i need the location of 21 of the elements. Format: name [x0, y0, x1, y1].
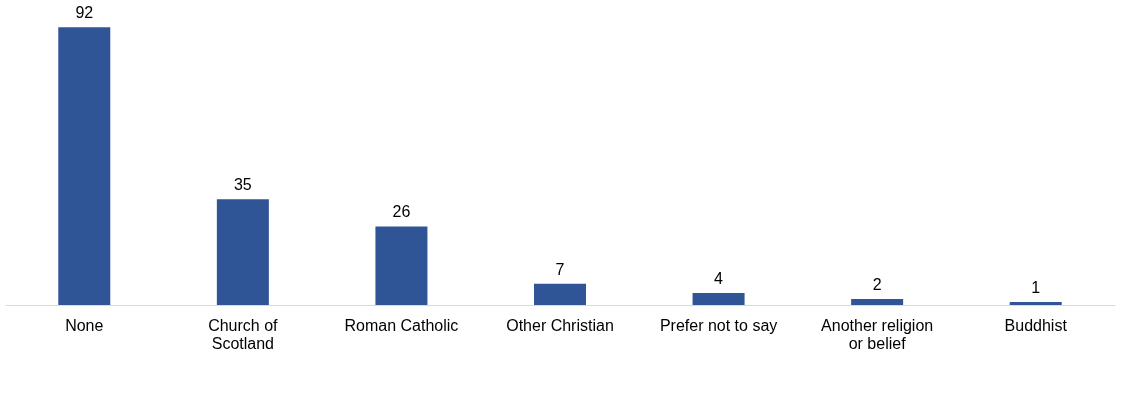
data-label: 35 [233, 176, 252, 194]
data-label: 1 [1031, 278, 1041, 296]
data-label: 2 [872, 275, 882, 293]
bar [1009, 301, 1062, 305]
bar [375, 226, 428, 305]
bar [692, 292, 745, 305]
bar [58, 27, 111, 305]
x-tick-label: Church of Scotland [208, 316, 279, 352]
data-label: 4 [714, 269, 724, 287]
data-label: 92 [75, 4, 94, 22]
data-label: 7 [555, 260, 565, 278]
bar [851, 298, 904, 305]
x-tick-label: Buddhist [1004, 316, 1068, 334]
data-label: 26 [392, 203, 411, 221]
x-tick-label: None [65, 316, 104, 334]
x-tick-label: Prefer not to say [659, 316, 778, 334]
x-tick-label: Roman Catholic [344, 316, 459, 334]
bar [534, 283, 586, 305]
x-tick-label: Other Christian [506, 316, 614, 334]
bar [216, 199, 269, 305]
x-tick-label: Another religion or belief [821, 316, 934, 352]
